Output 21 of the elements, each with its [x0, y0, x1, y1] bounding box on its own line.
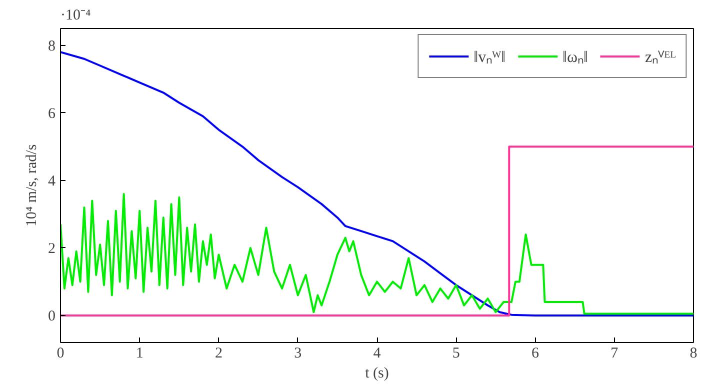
x-tick-label: 7: [610, 346, 619, 362]
x-tick-label: 6: [532, 346, 540, 362]
y-axis-title: 10⁴ m/s, rad/s: [24, 144, 40, 227]
line-series: [60, 192, 694, 315]
x-tick-label: 5: [452, 346, 460, 362]
x-tick-label: 2: [215, 346, 222, 362]
y-tick-label: 0: [48, 308, 56, 324]
legend-label: zₙⱽᴱᴸ: [645, 48, 676, 67]
x-tick-label: 4: [373, 346, 382, 362]
y-tick-label: 6: [48, 106, 56, 122]
x-axis-title: t (s): [365, 366, 389, 382]
line-series: [60, 51, 694, 316]
legend-label: ‖vₙᵂ‖: [474, 48, 506, 67]
y-tick-label: 2: [48, 240, 56, 257]
x-tick-label: 8: [690, 346, 698, 362]
text: ·10⁻⁴: [60, 8, 91, 24]
y-tick-label: 4: [48, 173, 56, 190]
x-tick-label: 1: [136, 346, 144, 362]
legend-label: ‖ωₙ‖: [562, 48, 588, 67]
y-tick-label: 8: [48, 38, 56, 54]
x-tick-label: 3: [294, 346, 302, 362]
